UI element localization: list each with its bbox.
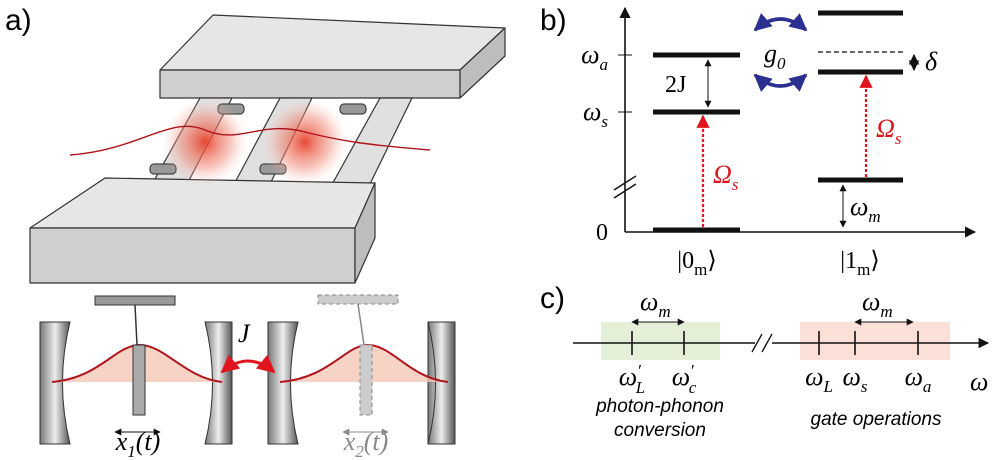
cavities bbox=[40, 295, 455, 444]
drive-label: Ωs bbox=[876, 114, 902, 148]
drive-label: Ωs bbox=[713, 160, 739, 194]
symbol-sub: s bbox=[861, 377, 868, 396]
symbol-arg: ⟩ bbox=[870, 248, 879, 274]
symbol-base: ω bbox=[581, 40, 599, 69]
symbol-sub: 1 bbox=[127, 442, 136, 460]
symbol-base: ω bbox=[843, 362, 861, 391]
level-label: ωa bbox=[581, 40, 608, 74]
symbol-base: 0 bbox=[596, 220, 608, 246]
symbol-base: ω bbox=[583, 97, 601, 126]
position-label: x2(t) bbox=[343, 427, 389, 460]
splitting-label: 2J bbox=[665, 72, 686, 98]
symbol-base: ω bbox=[640, 287, 658, 316]
symbol-base: ω bbox=[672, 362, 690, 391]
symbol-sub: a bbox=[600, 55, 609, 74]
symbol-base: |0 bbox=[677, 248, 694, 274]
symbol-arg: (t) bbox=[136, 427, 161, 456]
tick-label: ωa bbox=[905, 362, 932, 396]
symbol-sub: 0 bbox=[777, 54, 786, 73]
region-label: conversion bbox=[614, 420, 706, 441]
detuning-label: δ bbox=[925, 47, 938, 76]
symbol-sub: m bbox=[880, 302, 892, 321]
symbol-sub: s bbox=[601, 112, 608, 131]
panel-label: a) bbox=[5, 4, 32, 37]
symbol-base: Ω bbox=[713, 160, 732, 189]
position-label: x1(t) bbox=[115, 427, 161, 460]
axis-label: ω bbox=[970, 367, 988, 396]
region-label: gate operations bbox=[811, 409, 942, 430]
panel-label: b) bbox=[540, 4, 567, 37]
symbol-sub: L bbox=[822, 377, 832, 396]
tick-label: ω′c bbox=[672, 361, 697, 397]
level-diagram bbox=[614, 8, 975, 232]
symbol-sub: s bbox=[732, 175, 739, 194]
symbol-base: ω bbox=[805, 362, 823, 391]
state-label: |0m⟩ bbox=[677, 248, 716, 279]
symbol-sub: m bbox=[857, 260, 870, 279]
phonon-label: ωm bbox=[850, 192, 881, 226]
symbol-sub: m bbox=[694, 260, 707, 279]
region-label: photon-phonon bbox=[595, 396, 724, 417]
device-3d bbox=[30, 15, 505, 283]
symbol-base: x bbox=[115, 427, 128, 456]
spacing-label: ωm bbox=[640, 287, 671, 321]
symbol-sub: m bbox=[658, 302, 670, 321]
frequency-axis bbox=[573, 322, 988, 360]
symbol-sub: m bbox=[868, 207, 880, 226]
symbol-arg: (t) bbox=[364, 427, 389, 456]
coupling-label: g0 bbox=[764, 39, 786, 73]
symbol-base: ω bbox=[619, 362, 637, 391]
symbol-base: |1 bbox=[840, 248, 857, 274]
symbol-base: Ω bbox=[876, 114, 895, 143]
symbol-sub: L bbox=[635, 378, 645, 397]
symbol-sub: c bbox=[689, 378, 697, 397]
symbol-arg: ⟩ bbox=[707, 248, 716, 274]
panel-label: c) bbox=[540, 282, 565, 315]
symbol-base: ω bbox=[905, 362, 923, 391]
symbol-base: ω bbox=[850, 192, 868, 221]
coupling-label: J bbox=[238, 319, 251, 348]
symbol-base: g bbox=[764, 39, 777, 68]
spacing-label: ωm bbox=[862, 287, 893, 321]
state-label: |1m⟩ bbox=[840, 248, 879, 279]
figure: a) b) c) J 2J δ ω photon-phonon conversi… bbox=[0, 0, 993, 460]
symbol-sub: a bbox=[923, 377, 932, 396]
tick-label: ω′L bbox=[619, 361, 646, 397]
level-label: 0 bbox=[596, 220, 608, 246]
symbol-base: x bbox=[343, 427, 356, 456]
tick-label: ωs bbox=[843, 362, 868, 396]
symbol-sub: s bbox=[895, 129, 902, 148]
symbol-base: ω bbox=[862, 287, 880, 316]
level-label: ωs bbox=[583, 97, 608, 131]
tick-label: ωL bbox=[805, 362, 833, 396]
